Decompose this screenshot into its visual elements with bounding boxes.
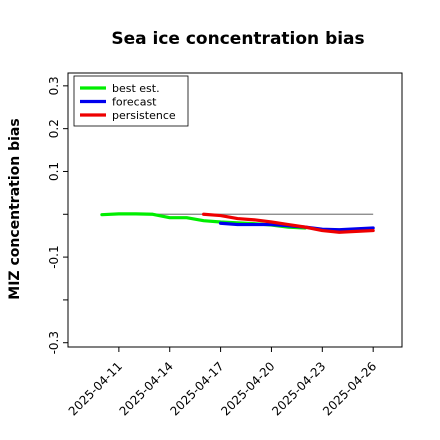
- y-tick-label: -0.1: [47, 245, 61, 268]
- y-tick-label: 0.3: [47, 76, 61, 95]
- legend-label: best est.: [112, 82, 160, 95]
- y-tick-label: 0.2: [47, 119, 61, 138]
- series-layer: [100, 212, 375, 234]
- y-axis-label: MIZ concentration bias: [7, 118, 23, 299]
- x-axis: 2025-04-112025-04-142025-04-172025-04-20…: [66, 347, 379, 418]
- legend-label: forecast: [112, 96, 157, 109]
- plot-area-frame: [67, 72, 403, 348]
- x-tick-label: 2025-04-26: [320, 359, 379, 418]
- x-tick-label: 2025-04-17: [167, 359, 226, 418]
- chart-title: Sea ice concentration bias: [111, 29, 364, 49]
- y-axis: -0.3 -0.1 0.1 0.2 0.3: [47, 76, 68, 354]
- y-tick-label: -0.3: [47, 331, 61, 354]
- x-tick-label: 2025-04-11: [66, 359, 125, 418]
- x-tick-label: 2025-04-14: [117, 359, 176, 418]
- series-line-persistence: [202, 212, 375, 234]
- x-tick-label: 2025-04-20: [218, 359, 277, 418]
- legend-label: persistence: [112, 109, 176, 122]
- y-tick-label: 0.1: [47, 162, 61, 181]
- x-tick-label: 2025-04-23: [269, 359, 328, 418]
